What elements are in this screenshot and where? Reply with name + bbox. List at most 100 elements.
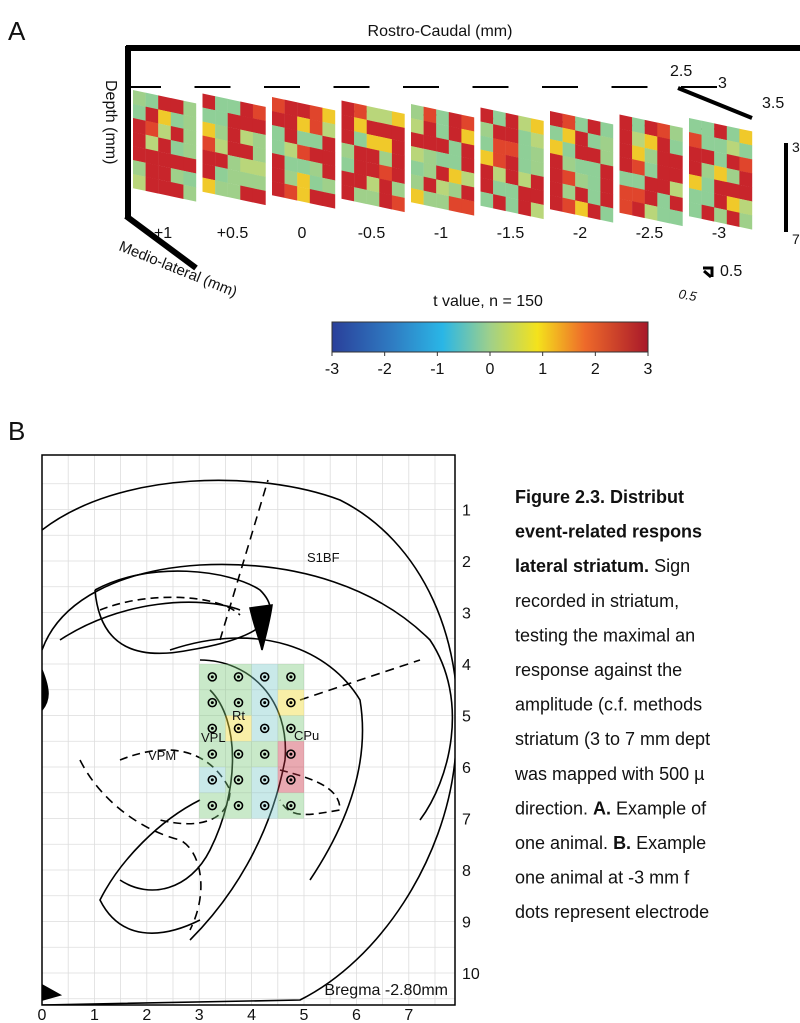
electrode-dot xyxy=(289,752,293,756)
colorbar-tick-label: 2 xyxy=(591,361,600,378)
map-cell xyxy=(297,144,311,162)
y-tick-label: 8 xyxy=(462,863,471,880)
map-cell xyxy=(669,139,683,157)
map-cell xyxy=(562,197,576,215)
map-cell xyxy=(644,119,658,137)
map-cell xyxy=(550,125,563,142)
region-label: VPL xyxy=(201,730,226,745)
grid xyxy=(42,455,455,1005)
map-cell xyxy=(739,198,753,216)
map-cell xyxy=(133,104,146,121)
map-cell xyxy=(202,135,216,153)
map-cell xyxy=(297,130,311,148)
map-cell xyxy=(379,150,393,168)
map-cell xyxy=(309,147,323,164)
map-cell xyxy=(461,114,475,132)
map-cell xyxy=(322,107,336,125)
map-cell xyxy=(461,128,475,146)
map-cell xyxy=(448,140,462,157)
map-cell xyxy=(739,170,753,188)
map-cell xyxy=(341,100,355,118)
map-cell xyxy=(461,156,475,174)
map-cell xyxy=(145,176,159,194)
axis-label: Rostro-Caudal (mm) xyxy=(368,23,513,40)
map-cell xyxy=(600,163,614,181)
map-cell xyxy=(341,156,355,174)
map-cell xyxy=(252,104,266,122)
map-cell xyxy=(550,153,563,170)
map-cell xyxy=(423,120,437,138)
map-cell xyxy=(480,149,494,167)
electrode xyxy=(207,800,218,811)
map-cell xyxy=(158,179,172,197)
map-cell xyxy=(480,163,494,181)
slice-map xyxy=(689,118,753,230)
caption-text: B. xyxy=(613,833,631,853)
map-cell xyxy=(158,137,172,155)
electrode-dot xyxy=(263,701,267,705)
map-cell xyxy=(632,117,645,135)
map-cell xyxy=(133,132,146,149)
map-cell xyxy=(227,98,241,116)
map-cell xyxy=(480,135,494,153)
map-cell xyxy=(669,181,683,199)
electrode xyxy=(207,672,218,682)
caption-line: one animal at -3 mm f xyxy=(515,868,690,888)
map-cell xyxy=(133,145,146,163)
map-cell xyxy=(587,147,601,164)
map-cell xyxy=(689,160,702,177)
map-cell xyxy=(701,162,715,180)
map-cell xyxy=(657,122,671,140)
map-cell xyxy=(632,201,645,219)
map-cell xyxy=(480,107,494,125)
map-cell xyxy=(619,114,633,132)
map-cell xyxy=(227,126,241,144)
map-cell xyxy=(227,140,241,158)
map-cell xyxy=(170,112,184,129)
map-cell xyxy=(600,205,614,223)
map-cell xyxy=(183,142,197,160)
caption-line: was mapped with 500 µ xyxy=(514,764,704,784)
map-cell xyxy=(322,135,336,153)
map-cell xyxy=(354,187,367,205)
map-cell xyxy=(379,108,393,126)
map-cell xyxy=(448,182,462,199)
map-cell xyxy=(170,182,184,199)
y-tick-label: 2 xyxy=(462,554,471,571)
electrode xyxy=(207,775,218,785)
colorbar-tick-label: 1 xyxy=(538,361,547,378)
caption-text: was mapped with 500 µ xyxy=(514,764,704,784)
scale-bar xyxy=(677,86,753,120)
map-cell xyxy=(145,120,159,138)
map-cell xyxy=(505,196,519,214)
map-cell xyxy=(657,150,671,168)
map-cell xyxy=(183,114,197,132)
region-label: S1BF xyxy=(307,550,340,565)
axis xyxy=(124,213,198,271)
caption-line: response against the xyxy=(515,660,682,680)
electrode-dot xyxy=(210,752,214,756)
map-cell xyxy=(689,146,702,163)
map-cell xyxy=(297,102,311,120)
slice-map xyxy=(619,114,683,227)
map-cell xyxy=(632,159,645,177)
map-cell xyxy=(391,125,405,143)
map-cell xyxy=(297,186,311,204)
map-cell xyxy=(145,148,159,166)
map-cell xyxy=(644,189,658,207)
caption-line: lateral striatum. Sign xyxy=(515,556,690,576)
map-cell xyxy=(518,171,532,189)
slice-label: -1 xyxy=(434,225,448,242)
map-cell xyxy=(240,115,254,133)
caption-text: Figure 2.3. Distribut xyxy=(515,487,684,507)
map-cell xyxy=(183,100,197,118)
map-cell xyxy=(575,116,589,134)
map-cell xyxy=(562,113,576,131)
electrode xyxy=(286,800,296,811)
map-cell xyxy=(309,119,323,136)
electrode xyxy=(259,800,270,811)
y-tick-label: 5 xyxy=(462,709,471,726)
heatmap xyxy=(199,664,304,819)
map-cell xyxy=(354,173,367,191)
